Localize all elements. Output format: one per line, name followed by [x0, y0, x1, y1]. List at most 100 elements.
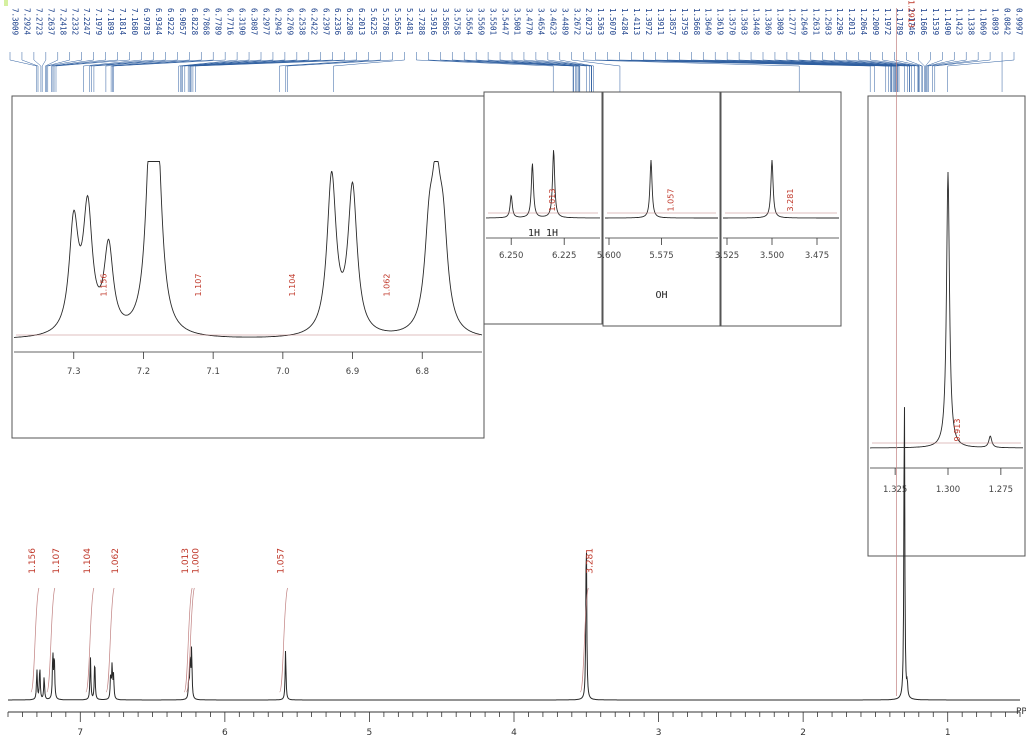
peak-label: 6.2397 — [321, 8, 330, 35]
peak-label: 5.6225 — [369, 8, 378, 35]
peak-label: 6.2336 — [333, 8, 342, 36]
peak-label: 5.2481 — [405, 8, 414, 35]
peak-label: 7.1680 — [130, 8, 139, 36]
inset-integral-label: 1.107 — [194, 274, 203, 297]
peak-label: 3.5001 — [513, 8, 522, 35]
inset-tick-label: 1.275 — [989, 485, 1013, 495]
peak-label: 1.4284 — [620, 8, 629, 36]
peak-label: 1.1490 — [943, 8, 952, 36]
peak-label: 3.7288 — [417, 8, 426, 36]
inset-trace — [723, 159, 839, 219]
peak-label: 5.5786 — [381, 8, 390, 36]
inset-trace — [14, 161, 483, 338]
integral-curve — [183, 587, 193, 693]
overflow-peak-label: 1.2913 — [907, 0, 916, 28]
peak-label: 1.1338 — [967, 8, 976, 36]
inset-tick-label: 6.8 — [415, 367, 429, 377]
peak-label: 7.1814 — [118, 8, 127, 36]
inset-tick-label: 3.525 — [715, 251, 739, 261]
peak-label: 6.2013 — [357, 8, 366, 35]
x-tick-label: 1 — [945, 728, 951, 738]
peak-label: 1.2503 — [823, 8, 832, 35]
inset-trace — [605, 159, 718, 219]
integral-curve — [105, 587, 115, 693]
peak-label: 5.5654 — [393, 8, 402, 36]
x-tick-label: 7 — [77, 728, 83, 738]
peak-label: 1.3003 — [775, 8, 784, 35]
integral-curve — [85, 587, 95, 693]
peak-label: 6.9222 — [166, 8, 175, 35]
inset-alkyl: 1.325 1.300 1.275 9.913 — [867, 95, 1026, 557]
inset-tick-label: 1.300 — [936, 485, 960, 495]
integral-label: 1.013 — [181, 548, 191, 574]
inset-tick-label: 6.250 — [499, 251, 523, 261]
inset-integral-label: 1.062 — [383, 274, 392, 297]
integral-curve — [279, 587, 288, 693]
inset-aromatic: 7.3 7.2 7.1 7.0 6.9 6.8 1.156 1.107 1.104 1.062 — [11, 95, 485, 439]
x-tick-label: 2 — [800, 728, 806, 738]
peak-label: 1.5070 — [608, 8, 617, 36]
peak-label: 1.3503 — [740, 8, 749, 35]
inset-tick-label: 7.3 — [67, 367, 81, 377]
integral-curve — [185, 587, 195, 693]
integral-label: 3.281 — [585, 548, 595, 574]
inset-integral-label: 1.057 — [667, 189, 676, 212]
peak-label: 6.3087 — [250, 8, 259, 35]
integral-curve — [30, 587, 40, 693]
peak-label: 3.5758 — [453, 8, 462, 36]
peak-label: 6.8228 — [190, 8, 199, 36]
peak-label: 6.2422 — [309, 8, 318, 35]
spectrum-trace — [8, 407, 1020, 701]
peak-label: 7.3009 — [11, 8, 20, 35]
peak-label: 1.5363 — [596, 8, 605, 35]
peak-label: 6.2208 — [345, 8, 354, 36]
peak-label: 7.2247 — [82, 8, 91, 35]
inset-integral-label: 9.913 — [953, 419, 962, 442]
inset-tick-label: 6.9 — [346, 367, 360, 377]
peak-label: 6.9344 — [154, 8, 163, 36]
peak-label: 3.5865 — [441, 8, 450, 35]
inset-integral-label: 1.156 — [99, 274, 108, 297]
inset-tick-label: 7.0 — [276, 367, 290, 377]
peak-label: 1.2777 — [787, 8, 796, 35]
peak-label: 1.3619 — [716, 8, 725, 35]
inset-tick-label: 5.600 — [597, 251, 621, 261]
peak-label: 0.0842 — [1003, 8, 1012, 35]
integral-label: 1.156 — [28, 548, 38, 574]
peak-label: 3.4489 — [560, 8, 569, 35]
peak-label: 1.1423 — [955, 8, 964, 35]
integral-label: 1.104 — [83, 548, 93, 574]
peak-label: 6.7868 — [202, 8, 211, 36]
inset-frame — [867, 95, 1026, 557]
integral-label: 1.107 — [52, 548, 62, 574]
peak-label: 6.9783 — [142, 8, 151, 35]
peak-label: 1.2649 — [799, 8, 808, 35]
peak-label: 3.5447 — [501, 8, 510, 35]
peak-label: 7.1893 — [106, 8, 115, 35]
inset-methoxy: 3.525 3.500 3.475 3.281 — [715, 91, 842, 327]
x-tick-label: 3 — [656, 728, 662, 738]
peak-label: 3.5569 — [477, 8, 486, 35]
peak-label: 6.7716 — [226, 8, 235, 36]
inset-panels: 7.3 7.2 7.1 7.0 6.9 6.8 1.156 1.107 1.104 1.062 6.… — [11, 91, 1026, 557]
peak-label: 3.2672 — [572, 8, 581, 35]
x-tick-label: 4 — [511, 728, 517, 738]
peak-label: 7.2924 — [22, 8, 31, 36]
x-tick-label: 6 — [222, 728, 228, 738]
peak-label: 1.1539 — [931, 8, 940, 35]
peak-label: 6.2977 — [262, 8, 271, 35]
x-tick-label: 5 — [367, 728, 373, 738]
peak-label: 1.2631 — [811, 8, 820, 35]
peak-label: 3.5654 — [465, 8, 474, 36]
inset-frame — [720, 91, 842, 327]
integral-curve — [579, 587, 589, 693]
integral-label: 1.057 — [277, 548, 287, 574]
integral-label: 1.062 — [111, 548, 121, 574]
peak-label: 7.2723 — [34, 8, 43, 35]
inset-tick-label: 7.2 — [137, 367, 151, 377]
peak-label: 6.7789 — [214, 8, 223, 35]
peak-label-list: 7.3009 7.2924 7.2723 7.2637 7.2418 7.2332 7.22… — [9, 0, 1024, 92]
peak-label: 6.2769 — [285, 8, 294, 35]
peak-label: 1.1746 — [907, 8, 916, 36]
peak-label: 7.1979 — [94, 8, 103, 35]
